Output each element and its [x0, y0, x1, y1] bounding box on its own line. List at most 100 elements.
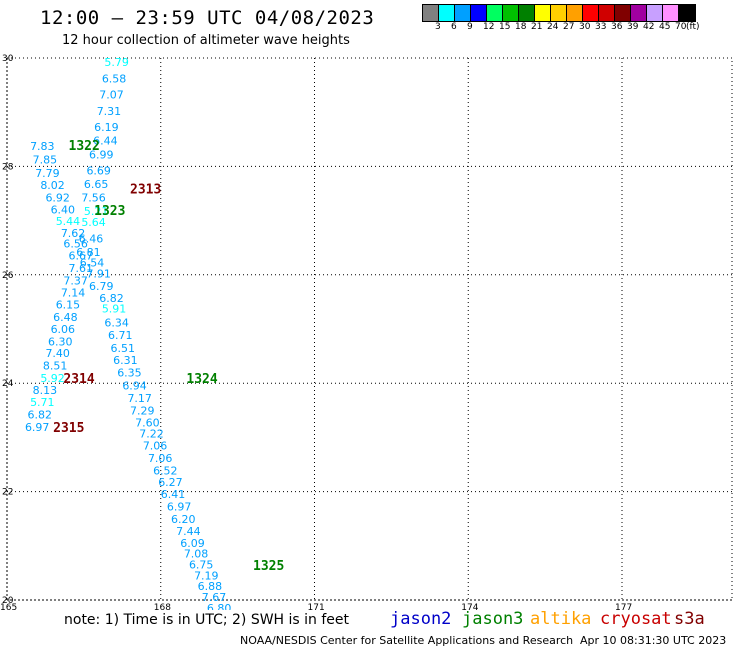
page-subtitle: 12 hour collection of altimeter wave hei… [62, 33, 350, 48]
swh-value-label: 6.35 [117, 367, 142, 380]
swh-value-label: 7.17 [127, 392, 152, 405]
swh-value-label: 6.56 [63, 238, 88, 251]
swh-value-label: 6.40 [51, 204, 76, 217]
legend-swatch [583, 5, 599, 21]
lat-tick-label: 22 [2, 488, 13, 498]
swh-value-label: 6.67 [69, 250, 94, 263]
swh-value-label: 7.62 [61, 227, 86, 240]
swh-value-label: 7.85 [33, 154, 58, 167]
legend-tick-label: 24 [547, 22, 559, 32]
credit-timestamp: Apr 10 08:31:30 UTC 2023 [580, 634, 727, 647]
swh-value-label: 6.46 [79, 232, 104, 245]
satellite-label-altika: altika [530, 609, 592, 629]
legend-tick-label: 12 [483, 22, 495, 32]
swh-value-label: 7.83 [30, 140, 55, 153]
swh-value-label: 6.09 [180, 537, 205, 550]
legend-swatch [663, 5, 679, 21]
swh-value-label: 7.22 [139, 427, 164, 440]
swh-value-label: 6.81 [76, 246, 101, 259]
satellite-label-jason3: jason3 [462, 609, 524, 629]
color-legend [422, 4, 696, 22]
credit-organization: NOAA/NESDIS Center for Satellite Applica… [240, 634, 574, 647]
swh-value-label: 5.79 [104, 56, 129, 69]
legend-tick-label: 21 [531, 22, 543, 32]
swh-value-label: 7.29 [130, 405, 155, 418]
legend-tick-label: 6 [451, 22, 457, 32]
legend-tick-label: 39 [627, 22, 639, 32]
legend-tick-label: 70 [675, 22, 687, 32]
legend-swatch [551, 5, 567, 21]
lat-tick-label: 28 [2, 162, 14, 172]
pass-number-label: 1323 [94, 204, 125, 219]
legend-swatch [679, 5, 695, 21]
swh-value-label: 6.97 [25, 421, 50, 434]
legend-tick-label: 42 [643, 22, 655, 32]
swh-value-label: 5.44 [56, 215, 81, 228]
swh-value-label: 6.94 [122, 380, 147, 393]
pass-number-label: 1325 [253, 559, 284, 574]
swh-value-label: 8.51 [43, 360, 68, 373]
swh-value-label: 8.02 [40, 179, 65, 192]
swh-value-label: 6.31 [113, 354, 137, 367]
swh-value-label: 6.48 [53, 311, 78, 324]
swh-value-label: 6.69 [86, 165, 111, 178]
swh-value-label: 6.79 [89, 280, 114, 293]
legend-tick-label: 9 [467, 22, 473, 32]
legend-tick-label: 45 [659, 22, 671, 32]
swh-value-label: 6.27 [158, 476, 183, 489]
swh-value-label: 5.71 [30, 396, 55, 409]
satellite-label-jason2: jason2 [390, 609, 452, 629]
page-title: 12:00 – 23:59 UTC 04/08/2023 [40, 7, 375, 29]
swh-value-label: 7.56 [81, 192, 106, 205]
swh-value-label: 7.60 [135, 417, 160, 430]
legend-swatch [567, 5, 583, 21]
swh-value-label: 7.40 [45, 347, 70, 360]
legend-swatch [647, 5, 663, 21]
swh-value-label: 6.20 [171, 513, 196, 526]
swh-value-label: 5.64 [81, 216, 106, 229]
swh-value-label: 8.13 [33, 384, 58, 397]
swh-value-label: 6.88 [198, 580, 223, 593]
swh-value-label: 6.15 [56, 298, 81, 311]
swh-value-label: 6.75 [189, 559, 214, 572]
swh-value-label: 6.19 [94, 121, 119, 134]
lat-tick-label: 24 [2, 379, 14, 389]
swh-value-label: 5.21 [84, 205, 109, 218]
swh-value-label: 6.52 [153, 464, 178, 477]
swh-value-label: 7.44 [176, 525, 201, 538]
swh-value-label: 5.91 [102, 303, 127, 316]
map-frame [6, 57, 733, 601]
swh-value-label: 6.58 [102, 72, 127, 85]
lat-tick-label: 26 [2, 271, 14, 281]
swh-value-label: 7.08 [184, 548, 209, 561]
footer-note: note: 1) Time is in UTC; 2) SWH is in fe… [64, 612, 350, 628]
legend-swatch [599, 5, 615, 21]
swh-value-label: 7.07 [99, 89, 124, 102]
lon-tick-label: 174 [461, 603, 478, 610]
satellite-label-s3a: s3a [674, 609, 705, 629]
pass-number-label: 2314 [63, 372, 94, 387]
swh-value-label: 6.51 [111, 342, 135, 355]
legend-swatch [519, 5, 535, 21]
swh-value-label: 7.31 [97, 105, 122, 118]
legend-swatch [471, 5, 487, 21]
swh-value-label: 7.61 [69, 262, 94, 275]
swh-value-label: 7.79 [35, 167, 60, 180]
swh-value-label: 6.82 [28, 408, 53, 421]
swh-value-label: 6.34 [104, 316, 129, 329]
legend-swatch [615, 5, 631, 21]
swh-value-label: 7.14 [61, 286, 86, 299]
swh-value-label: 6.30 [48, 335, 73, 348]
swh-value-label: 6.06 [51, 323, 76, 336]
legend-tick-label: (ft) [686, 22, 700, 32]
swh-value-label: 6.97 [167, 501, 192, 514]
legend-tick-label: 3 [435, 22, 441, 32]
pass-number-label: 2315 [53, 421, 84, 436]
pass-number-label: 1322 [69, 139, 100, 154]
legend-swatch [423, 5, 439, 21]
swh-value-label: 6.71 [108, 329, 132, 342]
legend-tick-label: 15 [499, 22, 511, 32]
pass-number-label: 1324 [186, 372, 217, 387]
swh-value-label: 6.80 [207, 602, 232, 610]
